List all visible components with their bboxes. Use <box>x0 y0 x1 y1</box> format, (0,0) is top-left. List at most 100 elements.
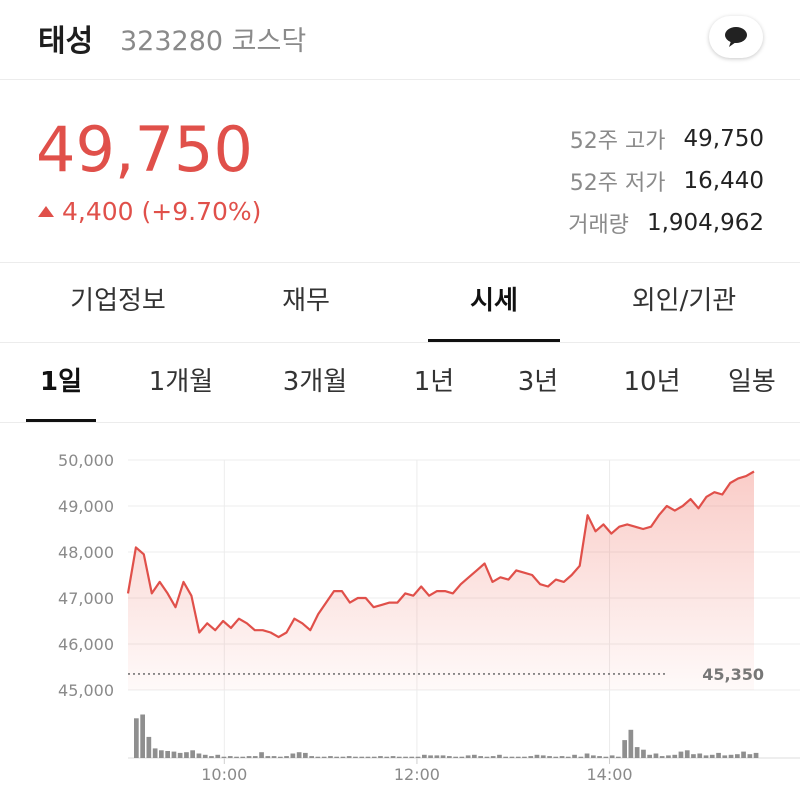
volume-bar <box>553 756 559 758</box>
stat-label: 52주 저가 <box>569 171 666 196</box>
tab-foreign-institution[interactable]: 외인/기관 <box>631 286 737 316</box>
volume-bar <box>328 756 333 758</box>
volume-bar <box>684 750 690 758</box>
stock-header: 태성 323280 코스닥 <box>0 0 800 80</box>
volume-bar <box>165 751 170 758</box>
y-tick-label: 46,000 <box>58 635 114 654</box>
volume-bar <box>565 756 571 758</box>
volume-bar <box>628 729 634 758</box>
volume-bar <box>447 756 452 758</box>
quote-stats: 52주 고가 49,750 52주 저가 16,440 거래량 1,904,96… <box>568 118 764 244</box>
volume-bar <box>396 756 402 758</box>
x-tick-label: 14:00 <box>586 765 632 784</box>
period-3m[interactable]: 3개월 <box>282 367 348 397</box>
volume-bar <box>240 756 246 758</box>
volume-bar <box>634 747 640 758</box>
volume-bar <box>246 756 252 758</box>
volume-bar <box>478 756 483 758</box>
price-line <box>126 470 755 639</box>
volume-bar <box>252 756 258 758</box>
volume-bar <box>134 718 139 758</box>
period-10y[interactable]: 10년 <box>623 367 681 397</box>
volume-bar <box>371 756 377 758</box>
volume-bar <box>146 736 152 758</box>
period-tabs: 1일 1개월 3개월 1년 3년 10년 일봉 <box>0 343 800 423</box>
chat-button[interactable] <box>709 16 763 58</box>
volume-bar <box>315 756 321 758</box>
volume-bar <box>716 752 721 758</box>
volume-bar <box>265 756 271 758</box>
volume-bar <box>534 754 540 758</box>
main-tabs: 기업정보 재무 시세 외인/기관 <box>0 263 800 343</box>
volume-bar <box>484 756 490 758</box>
volume-bar <box>597 756 602 758</box>
volume-bar <box>522 756 527 758</box>
volume-bar <box>428 755 433 758</box>
period-3y[interactable]: 3년 <box>517 367 559 397</box>
volume-bar <box>503 756 508 758</box>
period-daily-candle[interactable]: 일봉 <box>728 367 776 397</box>
up-triangle-icon <box>38 206 54 217</box>
stat-label: 거래량 <box>568 213 629 238</box>
volume-bar <box>547 756 552 758</box>
price-area <box>128 471 754 690</box>
x-tick-label: 10:00 <box>201 765 247 784</box>
volume-bar <box>591 755 596 758</box>
x-tick-label: 12:00 <box>394 765 440 784</box>
tab-company-info[interactable]: 기업정보 <box>70 286 166 316</box>
volume-bar <box>459 756 465 758</box>
period-1y[interactable]: 1년 <box>413 367 455 397</box>
volume-bar <box>227 756 233 758</box>
stat-52w-low: 52주 저가 16,440 <box>568 160 764 202</box>
tab-financials[interactable]: 재무 <box>282 286 330 316</box>
volume-bar <box>321 756 327 758</box>
volume-bar <box>434 755 440 758</box>
volume-bar <box>340 756 346 758</box>
volume-bar <box>384 756 390 758</box>
volume-bar <box>709 754 715 758</box>
volume-bar <box>697 753 703 758</box>
volume-bar <box>284 756 289 758</box>
volume-bar <box>259 752 264 758</box>
y-tick-label: 47,000 <box>58 589 114 608</box>
stat-value: 16,440 <box>683 168 764 194</box>
stat-52w-high: 52주 고가 49,750 <box>568 118 764 160</box>
intraday-chart[interactable]: 50,000 49,000 48,000 47,000 46,000 45,000 10:0… <box>0 424 800 800</box>
volume-bar <box>353 756 358 758</box>
volume-bar <box>641 749 646 758</box>
volume-bar <box>678 751 684 758</box>
stock-name: 태성 <box>38 24 94 59</box>
stat-value: 49,750 <box>683 126 764 152</box>
volume-bar <box>209 756 214 758</box>
volume-bar <box>359 756 365 758</box>
volume-bar <box>202 754 208 758</box>
price-change: 4,400 (+9.70%) <box>38 197 261 226</box>
volume-bar <box>559 756 565 758</box>
volume-bar <box>666 755 671 758</box>
volume-bar <box>215 754 221 758</box>
current-price: 49,750 <box>36 113 253 186</box>
volume-bar <box>609 755 615 758</box>
volume-bar <box>221 756 227 758</box>
volume-bar <box>271 756 277 758</box>
volume-bar <box>509 756 515 758</box>
y-tick-label: 45,000 <box>58 681 114 700</box>
volume-bar <box>741 751 746 758</box>
volume-bar <box>647 754 652 758</box>
volume-bar <box>584 753 590 758</box>
volume-bar <box>378 756 383 758</box>
volume-bar <box>290 753 296 758</box>
y-tick-label: 50,000 <box>58 451 114 470</box>
volume-bar <box>572 754 577 758</box>
stat-volume: 거래량 1,904,962 <box>568 202 764 244</box>
tab-market-price[interactable]: 시세 <box>428 263 560 342</box>
volume-bar <box>703 755 709 758</box>
volume-bar <box>177 752 183 758</box>
period-1m[interactable]: 1개월 <box>148 367 214 397</box>
volume-bar <box>278 756 283 758</box>
period-1d[interactable]: 1일 <box>26 343 96 422</box>
volume-bar <box>390 756 396 758</box>
volume-bar <box>196 753 202 758</box>
volume-bar <box>515 756 521 758</box>
volume-bar <box>672 754 678 758</box>
